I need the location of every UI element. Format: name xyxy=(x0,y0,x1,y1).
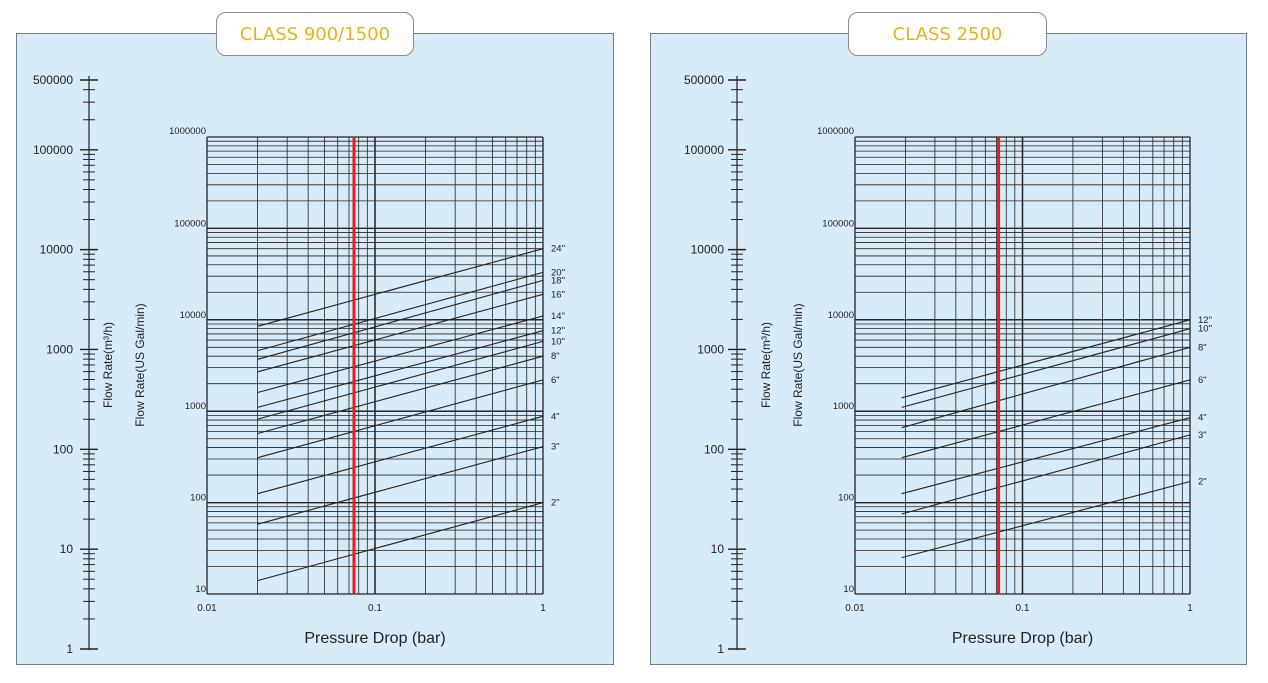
series-label: 2" xyxy=(551,498,560,509)
y-axis-label-primary: Flow Rate(m³/h) xyxy=(759,322,773,408)
y-tick-label: 10000 xyxy=(180,310,206,321)
series-label: 8" xyxy=(1198,342,1207,353)
series-label: 12" xyxy=(1198,315,1212,326)
y-tick-label: 10 xyxy=(843,584,854,595)
secondary-axis xyxy=(728,76,746,650)
series-label: 6" xyxy=(1198,375,1207,386)
secondary-tick-label: 10000 xyxy=(691,243,725,257)
series-line xyxy=(257,379,544,459)
series-line xyxy=(257,330,544,408)
series-label: 10" xyxy=(1198,324,1212,335)
secondary-tick-label: 10 xyxy=(711,542,725,556)
y-axis-label-secondary: Flow Rate(US Gal/min) xyxy=(791,303,805,426)
y-tick-label: 100 xyxy=(190,493,206,504)
secondary-tick-label: 1000 xyxy=(697,342,724,356)
y-axis-label-secondary: Flow Rate(US Gal/min) xyxy=(133,303,147,426)
secondary-tick-label: 1000 xyxy=(46,342,73,356)
series-label: 12" xyxy=(551,326,565,337)
y-tick-label: 100000 xyxy=(822,218,854,229)
series-line xyxy=(901,319,1191,399)
series-line xyxy=(257,293,544,373)
series-label: 16" xyxy=(551,289,565,300)
chart-panel-class-2500 xyxy=(650,33,1247,665)
series-label: 18" xyxy=(551,275,565,286)
series-line xyxy=(257,248,544,327)
secondary-tick-label: 500000 xyxy=(33,73,73,87)
y-tick-label: 100 xyxy=(838,493,854,504)
y-tick-label: 100000 xyxy=(174,218,206,229)
series-label: 4" xyxy=(1198,413,1207,424)
secondary-tick-label: 100000 xyxy=(33,143,73,157)
chart-title-class-900-1500: CLASS 900/1500 xyxy=(216,12,414,56)
series-line xyxy=(257,502,544,582)
x-axis-label: Pressure Drop (bar) xyxy=(952,630,1093,647)
series-line xyxy=(257,415,544,495)
y-tick-label: 1000 xyxy=(833,401,854,412)
series-line xyxy=(901,434,1191,515)
series-label: 3" xyxy=(551,442,560,453)
series-line xyxy=(901,417,1191,495)
series-label: 10" xyxy=(551,336,565,347)
secondary-tick-label: 100 xyxy=(704,442,724,456)
series-label: 6" xyxy=(551,375,560,386)
chart-title-class-2500: CLASS 2500 xyxy=(848,12,1047,56)
secondary-tick-label: 1 xyxy=(717,642,724,656)
series-label: 8" xyxy=(551,351,560,362)
secondary-tick-label: 10000 xyxy=(40,243,74,257)
x-tick-label: 1 xyxy=(1187,603,1193,614)
secondary-tick-label: 100 xyxy=(53,442,73,456)
secondary-tick-label: 10 xyxy=(60,542,74,556)
x-tick-label: 0.01 xyxy=(845,603,865,614)
series-line xyxy=(257,315,544,394)
series-label: 20" xyxy=(551,267,565,278)
x-axis-label: Pressure Drop (bar) xyxy=(304,630,445,647)
series-label: 14" xyxy=(551,311,565,322)
secondary-axis xyxy=(80,76,98,650)
y-tick-label: 1000000 xyxy=(817,126,854,137)
grid xyxy=(206,136,544,595)
x-tick-label: 0.01 xyxy=(197,603,217,614)
secondary-tick-label: 500000 xyxy=(684,73,724,87)
y-tick-label: 10000 xyxy=(828,310,854,321)
y-tick-label: 1000000 xyxy=(169,126,206,137)
series-label: 3" xyxy=(1198,430,1207,441)
secondary-tick-label: 100000 xyxy=(684,143,724,157)
series-line xyxy=(901,328,1191,408)
series-line xyxy=(901,379,1191,459)
series-label: 4" xyxy=(551,411,560,422)
series-label: 2" xyxy=(1198,477,1207,488)
y-tick-label: 10 xyxy=(195,584,206,595)
y-tick-label: 1000 xyxy=(185,401,206,412)
series-line xyxy=(257,279,544,360)
secondary-tick-label: 1 xyxy=(66,642,73,656)
y-axis-label-primary: Flow Rate(m³/h) xyxy=(101,322,115,408)
series-line xyxy=(257,446,544,525)
series-line xyxy=(257,355,544,435)
series-line xyxy=(257,271,544,352)
series-label: 24" xyxy=(551,244,565,255)
series-line xyxy=(901,480,1191,559)
series-line xyxy=(901,346,1191,429)
x-tick-label: 0.1 xyxy=(1016,603,1030,614)
series-line xyxy=(257,340,544,420)
x-tick-label: 1 xyxy=(540,603,546,614)
x-tick-label: 0.1 xyxy=(368,603,382,614)
